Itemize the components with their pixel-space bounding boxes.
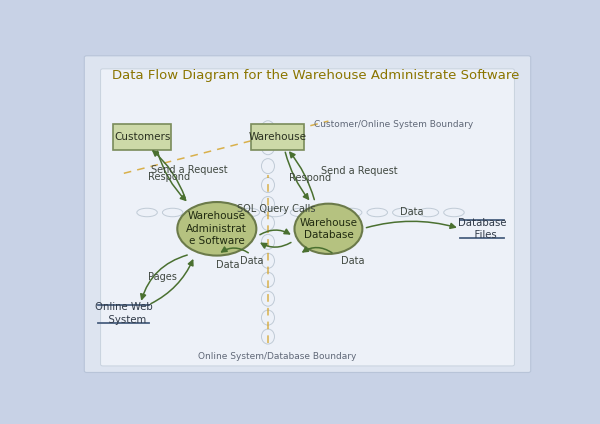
FancyArrowPatch shape	[141, 255, 187, 299]
Ellipse shape	[178, 202, 256, 256]
FancyBboxPatch shape	[101, 69, 514, 366]
Text: Pages: Pages	[148, 272, 178, 282]
Text: Online System/Database Boundary: Online System/Database Boundary	[198, 351, 356, 361]
FancyArrowPatch shape	[221, 247, 248, 253]
Text: Data: Data	[341, 257, 365, 266]
FancyArrowPatch shape	[151, 260, 193, 304]
FancyArrowPatch shape	[157, 151, 185, 200]
FancyBboxPatch shape	[84, 56, 531, 372]
Text: Respond: Respond	[148, 172, 191, 181]
Text: SQL Query Calls: SQL Query Calls	[236, 204, 315, 214]
FancyArrowPatch shape	[290, 152, 314, 200]
FancyBboxPatch shape	[113, 124, 172, 151]
FancyArrowPatch shape	[153, 151, 185, 198]
FancyArrowPatch shape	[285, 152, 308, 199]
Text: Warehouse: Warehouse	[248, 132, 306, 142]
Ellipse shape	[295, 204, 362, 254]
FancyArrowPatch shape	[262, 243, 291, 248]
Text: Customers: Customers	[114, 132, 170, 142]
FancyArrowPatch shape	[367, 221, 455, 228]
Text: Warehouse
Administrat
e Software: Warehouse Administrat e Software	[187, 212, 247, 246]
Text: Warehouse
Database: Warehouse Database	[299, 218, 358, 240]
Text: Data Flow Diagram for the Warehouse Administrate Software: Data Flow Diagram for the Warehouse Admi…	[112, 69, 520, 82]
FancyArrowPatch shape	[260, 229, 289, 235]
Text: Data: Data	[216, 260, 239, 271]
FancyArrowPatch shape	[303, 247, 332, 253]
Text: Respond: Respond	[289, 173, 331, 183]
Text: Customer/Online System Boundary: Customer/Online System Boundary	[314, 120, 473, 129]
Text: Send a Request: Send a Request	[151, 165, 227, 175]
Text: Data: Data	[240, 257, 263, 266]
FancyBboxPatch shape	[251, 124, 304, 151]
Text: Send a Request: Send a Request	[322, 166, 398, 176]
Text: Data: Data	[400, 206, 424, 217]
Text: Database
  Files: Database Files	[458, 218, 506, 240]
Text: Online Web
  System: Online Web System	[95, 302, 152, 325]
